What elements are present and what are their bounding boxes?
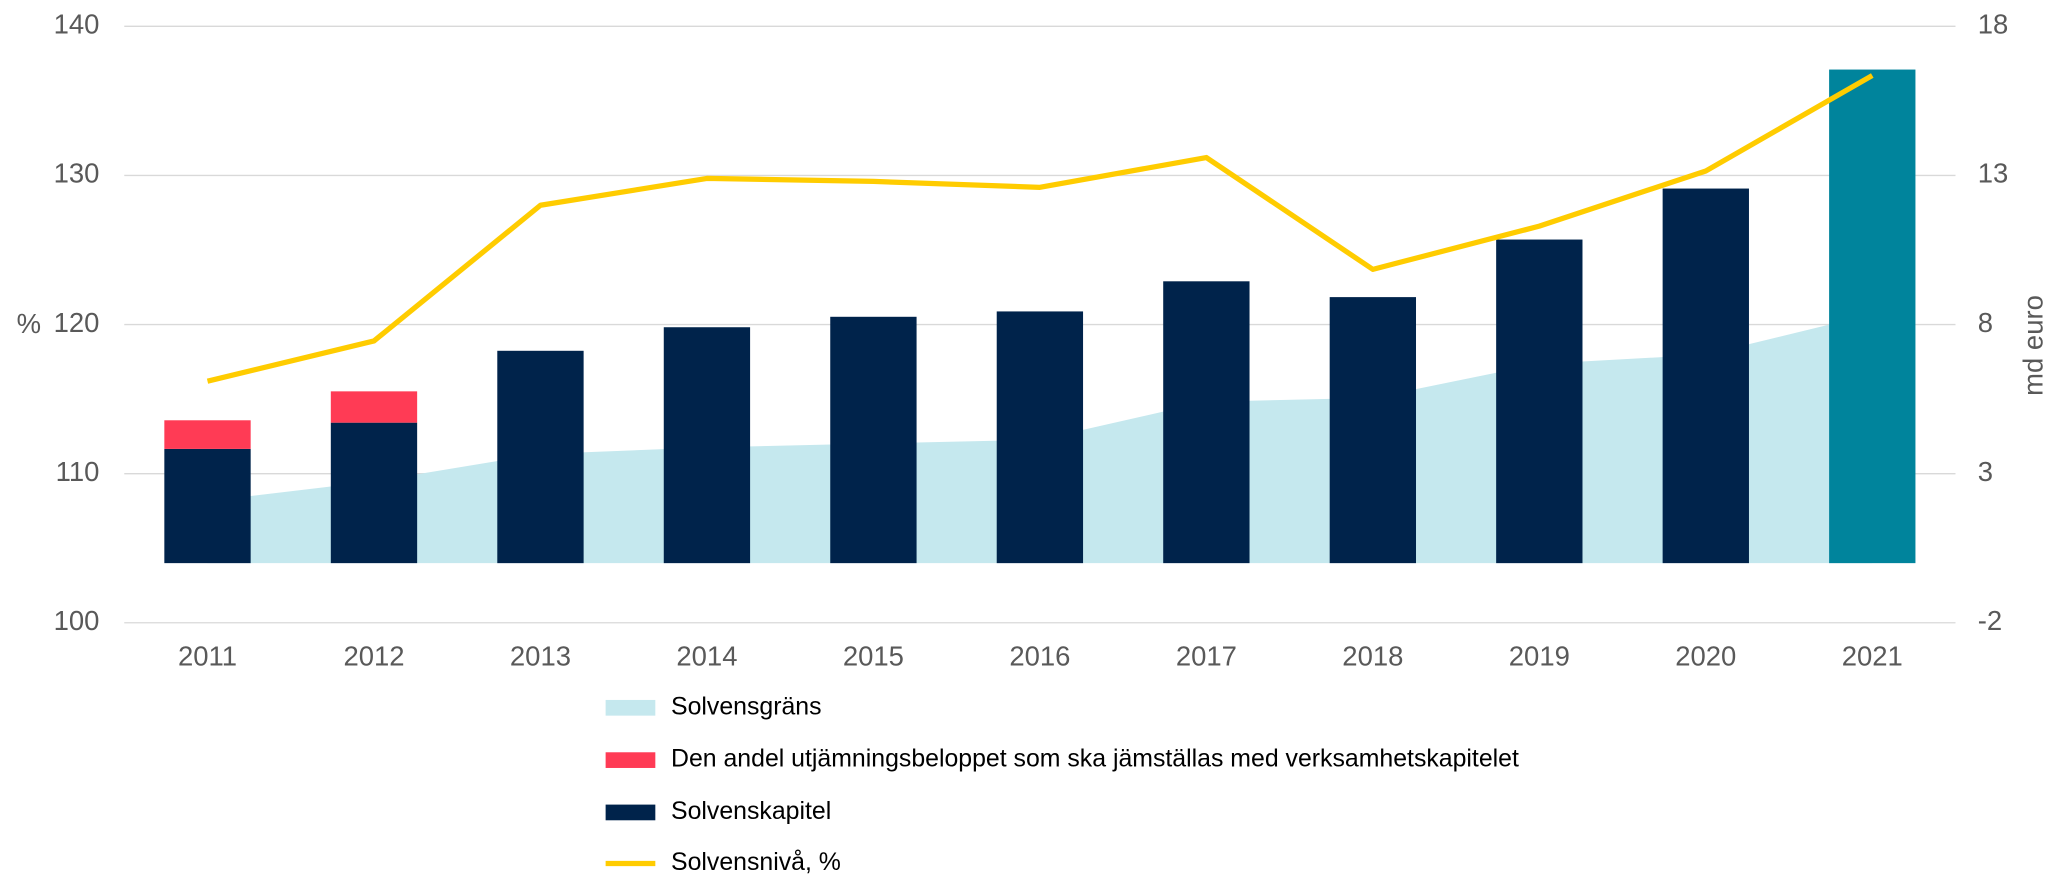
y-axis-label: % [17, 308, 41, 339]
bar [330, 422, 418, 564]
x-tick-label: 2015 [843, 640, 904, 671]
x-tick-label: 2017 [1176, 640, 1237, 671]
x-tick-label: 2013 [510, 640, 571, 671]
x-tick-label: 2011 [178, 640, 237, 671]
y2-axis-label: md euro [2018, 295, 2049, 396]
x-tick-label: 2020 [1675, 640, 1736, 671]
y2-tick-label: 13 [1978, 158, 2009, 189]
legend-swatch [605, 699, 656, 716]
x-tick-label: 2014 [676, 640, 737, 671]
bar [1496, 239, 1583, 564]
area [207, 314, 1873, 564]
bar [1163, 281, 1250, 564]
y2-tick-label: -2 [1978, 605, 2002, 636]
bar [497, 350, 584, 564]
legend-label: Solvensnivå, % [671, 848, 841, 876]
line [206, 73, 1874, 384]
bar [1662, 188, 1749, 564]
x-tick-label: 2016 [1009, 640, 1070, 671]
bar [164, 420, 251, 449]
legend-swatch [605, 804, 656, 821]
bar [830, 316, 917, 564]
y-tick-label: 120 [54, 307, 100, 338]
bar [1329, 297, 1417, 564]
bar [330, 391, 418, 423]
y2-tick-label: 18 [1978, 9, 2009, 40]
bar [663, 327, 751, 564]
legend-label: Solvensgräns [671, 693, 822, 720]
x-tick-label: 2012 [343, 640, 404, 671]
bar [1829, 69, 1916, 564]
y2-tick-label: 3 [1978, 456, 1993, 487]
legend-label: Solvenskapitel [671, 798, 831, 825]
y-tick-label: 110 [56, 456, 100, 487]
y2-tick-label: 8 [1978, 307, 1993, 338]
x-tick-label: 2019 [1509, 640, 1570, 671]
bar [996, 311, 1084, 564]
x-tick-label: 2018 [1342, 640, 1403, 671]
x-tick-label: 2021 [1842, 640, 1903, 671]
y-tick-label: 130 [54, 158, 100, 189]
y-tick-label: 140 [54, 9, 100, 40]
bar [164, 448, 251, 564]
legend-swatch [605, 752, 656, 768]
y-tick-label: 100 [54, 605, 100, 636]
legend-label: Den andel utjämningsbeloppet som ska jäm… [671, 746, 1519, 773]
